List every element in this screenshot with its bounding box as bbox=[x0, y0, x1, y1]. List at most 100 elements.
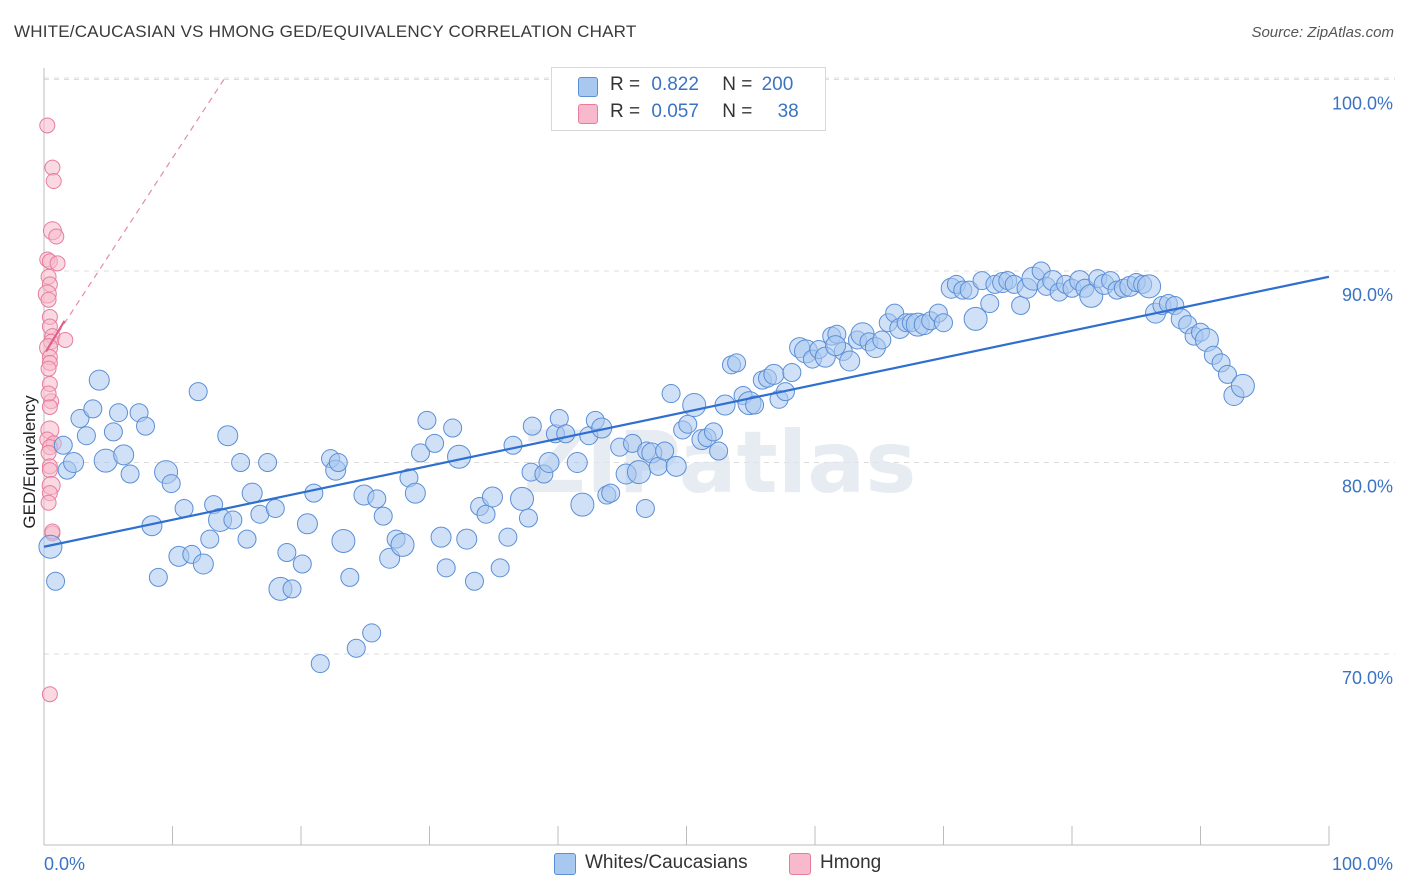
whites-point bbox=[217, 425, 239, 447]
whites-point bbox=[258, 453, 278, 472]
whites-point bbox=[678, 414, 698, 434]
whites-point bbox=[241, 482, 263, 504]
whites-point bbox=[83, 399, 103, 419]
hmong-point bbox=[40, 444, 57, 461]
whites-point bbox=[296, 513, 318, 535]
hmong-trend-line bbox=[45, 320, 66, 352]
hmong-point bbox=[41, 462, 58, 479]
whites-point bbox=[456, 528, 478, 550]
legend-r-label: R = bbox=[610, 74, 641, 95]
source-label: Source: ZipAtlas.com bbox=[1251, 24, 1394, 41]
legend-swatch-whites bbox=[578, 77, 598, 97]
whites-point bbox=[872, 330, 892, 350]
hmong-point bbox=[40, 494, 57, 511]
bottom-legend-label-whites: Whites/Caucasians bbox=[585, 852, 748, 873]
whites-point bbox=[1217, 364, 1237, 384]
whites-point bbox=[518, 508, 538, 528]
hmong-point bbox=[41, 398, 58, 415]
whites-point bbox=[745, 395, 765, 415]
whites-point bbox=[88, 369, 110, 391]
whites-point bbox=[703, 422, 723, 442]
whites-point bbox=[655, 441, 675, 461]
whites-point bbox=[601, 483, 621, 503]
hmong-point bbox=[45, 172, 62, 189]
y-tick-label: 90.0% bbox=[1342, 285, 1393, 305]
whites-point bbox=[265, 498, 285, 518]
whites-point bbox=[522, 416, 542, 436]
whites-point bbox=[63, 452, 85, 473]
whites-point bbox=[53, 435, 73, 455]
whites-point bbox=[174, 498, 194, 518]
bottom-legend-swatch-hmong bbox=[789, 853, 811, 875]
whites-point bbox=[570, 492, 595, 517]
whites-point bbox=[411, 443, 431, 463]
whites-point bbox=[331, 529, 356, 554]
trend-lines bbox=[43, 79, 1330, 548]
whites-point bbox=[237, 529, 257, 549]
whites-point bbox=[103, 422, 123, 442]
whites-point bbox=[231, 453, 251, 472]
whites-point bbox=[839, 350, 861, 372]
whites-point bbox=[292, 554, 312, 574]
legend-swatch-hmong bbox=[578, 104, 598, 124]
whites-point bbox=[430, 526, 452, 548]
y-tick-label: 100.0% bbox=[1332, 94, 1393, 114]
hmong-point bbox=[57, 331, 74, 348]
whites-point bbox=[498, 527, 518, 547]
whites-trend-line bbox=[43, 275, 1330, 548]
whites-point bbox=[665, 455, 687, 477]
whites-point bbox=[963, 306, 988, 331]
whites-point bbox=[566, 452, 588, 473]
whites-point bbox=[161, 474, 181, 494]
whites-point bbox=[304, 483, 324, 503]
hmong-point bbox=[40, 360, 57, 377]
whites-point bbox=[328, 453, 348, 472]
whites-point bbox=[404, 482, 426, 504]
whites-point bbox=[367, 489, 387, 509]
whites-point bbox=[120, 464, 140, 484]
x-tick-label: 0.0% bbox=[44, 854, 85, 874]
whites-point bbox=[682, 393, 707, 418]
whites-point bbox=[223, 510, 243, 530]
whites-point bbox=[346, 638, 366, 658]
whites-point bbox=[709, 441, 729, 461]
hmong-point bbox=[39, 117, 56, 134]
whites-point bbox=[436, 558, 456, 578]
bottom-legend-label-hmong: Hmong bbox=[820, 852, 882, 873]
y-axis-label: GED/Equivalency bbox=[20, 395, 39, 529]
hmong-trend-dashed bbox=[45, 79, 225, 352]
whites-point bbox=[390, 532, 415, 557]
hmong-point bbox=[48, 228, 65, 245]
whites-point bbox=[425, 433, 445, 453]
whites-point bbox=[1137, 274, 1162, 299]
legend-n-label: N = bbox=[722, 101, 753, 122]
chart-title: WHITE/CAUCASIAN VS HMONG GED/EQUIVALENCY… bbox=[14, 22, 637, 41]
whites-point bbox=[959, 280, 979, 300]
whites-point bbox=[76, 426, 96, 446]
whites-point bbox=[200, 529, 220, 549]
whites-point bbox=[1011, 295, 1031, 315]
whites-point bbox=[277, 543, 297, 563]
whites-point bbox=[476, 504, 496, 524]
whites-point bbox=[148, 567, 168, 587]
whites-point bbox=[38, 534, 63, 559]
whites-point bbox=[109, 403, 129, 423]
legend-n-value: 38 bbox=[777, 101, 799, 122]
legend-r-label: R = bbox=[610, 101, 641, 122]
whites-point bbox=[113, 444, 135, 466]
whites-point bbox=[490, 558, 510, 578]
whites-point bbox=[727, 353, 747, 373]
whites-point bbox=[188, 382, 208, 402]
whites-point bbox=[763, 363, 785, 385]
y-tick-label: 70.0% bbox=[1342, 668, 1393, 688]
whites-point bbox=[825, 335, 847, 357]
whites-points bbox=[38, 261, 1255, 674]
whites-point bbox=[934, 313, 953, 333]
whites-point bbox=[310, 654, 330, 674]
hmong-point bbox=[40, 385, 57, 402]
legend-r-value: 0.057 bbox=[651, 101, 699, 122]
whites-point bbox=[443, 418, 463, 438]
whites-point bbox=[635, 498, 655, 518]
gridlines bbox=[44, 77, 1395, 655]
